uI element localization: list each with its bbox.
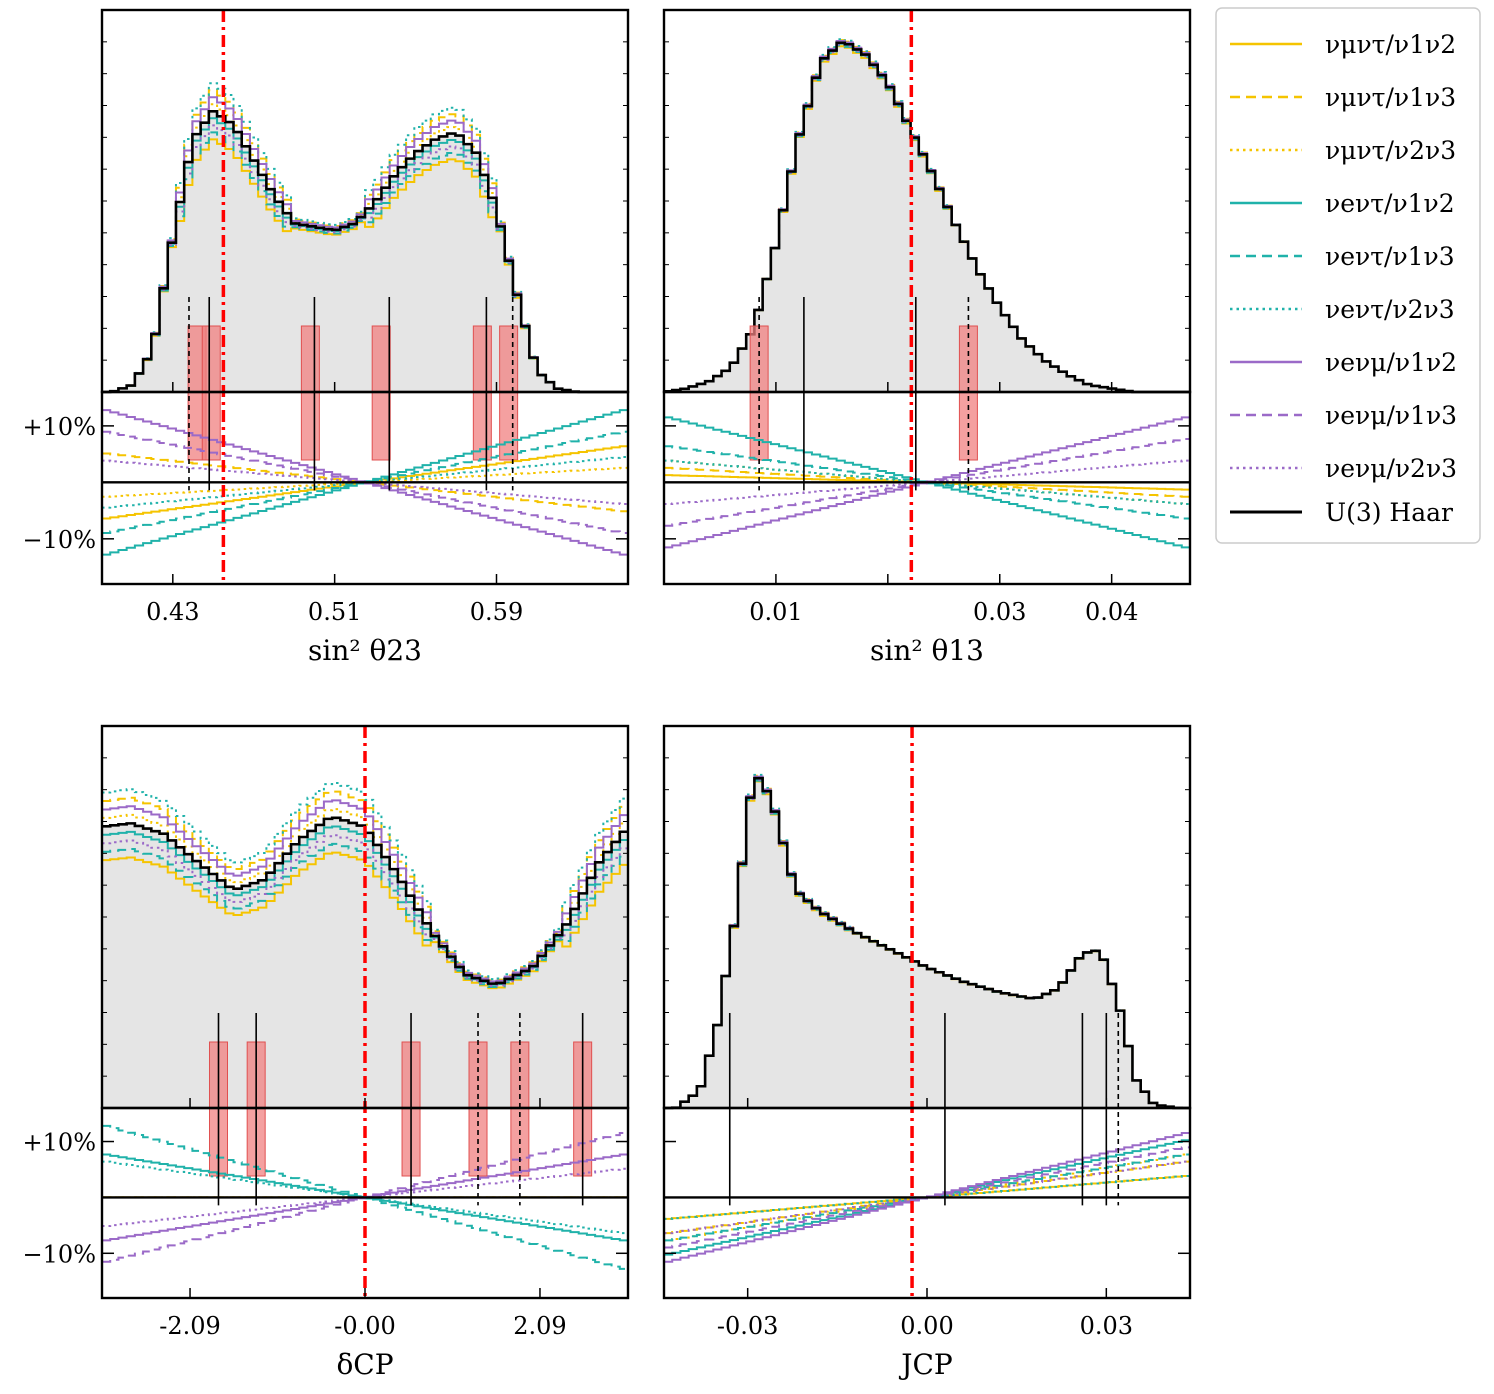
- panel-3: -0.03 0.00 0.03 JCP: [662, 724, 1192, 1381]
- series-haar: [664, 776, 1190, 1110]
- x-tick-label: 0.03: [1080, 1312, 1133, 1340]
- ratio-series-4: [102, 1124, 628, 1270]
- legend-label-7: νeνμ/ν1ν3: [1325, 401, 1457, 430]
- x-tick-label: 2.09: [513, 1312, 566, 1340]
- panel-2: -2.09 -0.00 2.09 +10% −10% δCP: [23, 724, 630, 1381]
- ratio-series-8: [102, 1167, 628, 1228]
- panels: 0.43 0.51 0.59 +10% −10% sin² θ23 0.01 0.03 0.04…: [23, 8, 1192, 1381]
- x-tick-label: 0.51: [308, 598, 361, 626]
- ratio-tick-label: +10%: [23, 413, 96, 441]
- ratio-frame: [662, 1106, 1192, 1300]
- legend-label-6: νeνμ/ν1ν2: [1325, 348, 1457, 377]
- hist-fill: [664, 42, 1190, 392]
- x-tick-label: 0.59: [470, 598, 523, 626]
- ratio-frame: [100, 390, 630, 586]
- legend-label-0: νμντ/ν1ν2: [1325, 30, 1456, 59]
- x-tick-label: 0.00: [900, 1312, 953, 1340]
- legend: νμντ/ν1ν2 νμντ/ν1ν3 νμντ/ν2ν3 νeντ/ν1ν2 …: [1215, 7, 1481, 544]
- legend-label-8: νeνμ/ν2ν3: [1325, 454, 1457, 483]
- x-tick-label: 0.43: [146, 598, 199, 626]
- hist-fill: [664, 778, 1190, 1108]
- legend-label-5: νeντ/ν2ν3: [1325, 295, 1455, 324]
- legend-label-2: νμντ/ν2ν3: [1325, 136, 1456, 165]
- x-axis-label: sin² θ13: [870, 634, 984, 667]
- x-tick-label: 0.04: [1085, 598, 1138, 626]
- series-haar: [664, 41, 1190, 394]
- ratio-series-4: [664, 445, 1190, 520]
- ratio-tick-label: −10%: [23, 526, 96, 554]
- x-axis-label: δCP: [336, 1348, 393, 1381]
- legend-label-3: νeντ/ν1ν2: [1325, 189, 1455, 218]
- x-tick-label: -0.00: [334, 1312, 396, 1340]
- x-tick-label: 0.03: [973, 598, 1026, 626]
- legend-label-1: νμντ/ν1ν3: [1325, 83, 1456, 112]
- series-4: [664, 44, 1190, 393]
- x-tick-label: 0.01: [749, 598, 802, 626]
- legend-frame: [1215, 7, 1481, 544]
- ratio-series-1: [664, 1160, 1190, 1235]
- ratio-frame: [662, 390, 1192, 586]
- x-tick-label: -2.09: [159, 1312, 221, 1340]
- panel-1: 0.01 0.03 0.04 sin² θ13: [662, 8, 1192, 667]
- series-haar: [102, 109, 628, 394]
- x-tick-label: -0.03: [717, 1312, 779, 1340]
- x-axis-label: sin² θ23: [308, 634, 422, 667]
- ratio-tick-label: +10%: [23, 1129, 96, 1157]
- x-axis-label: JCP: [898, 1348, 953, 1381]
- legend-label-9: U(3) Haar: [1325, 498, 1453, 527]
- panel-0: 0.43 0.51 0.59 +10% −10% sin² θ23: [23, 8, 630, 667]
- ratio-tick-label: −10%: [23, 1240, 96, 1268]
- hist-fill: [102, 111, 628, 393]
- legend-label-4: νeντ/ν1ν3: [1325, 242, 1455, 271]
- series-2: [102, 103, 628, 393]
